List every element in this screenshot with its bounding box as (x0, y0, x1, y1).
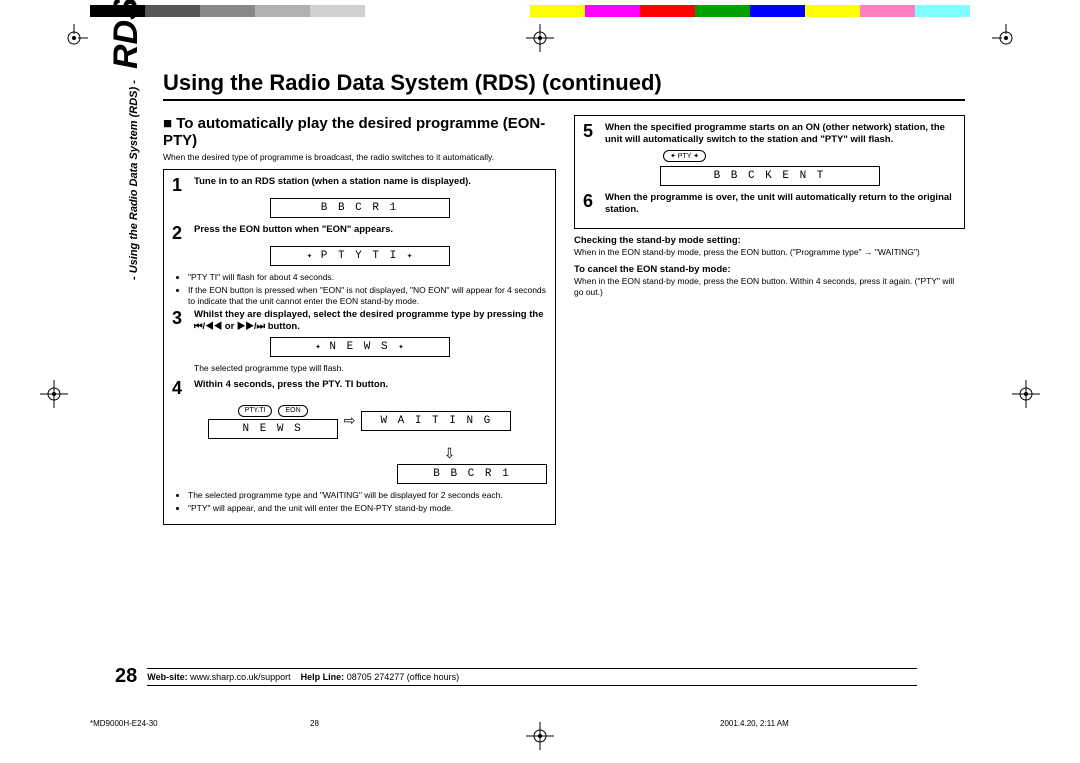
lcd-display: W A I T I N G (361, 411, 511, 431)
pty-button-icon: ✦ PTY ✦ (663, 150, 706, 162)
arrow-right-icon: ⇨ (344, 412, 356, 429)
sidebar-title: RDS Radio (107, 0, 145, 69)
step-text: When the specified programme starts on a… (605, 122, 956, 146)
page-number: 28 (115, 665, 137, 688)
lcd-display: B B C R 1 (270, 198, 450, 218)
print-meta-file: *MD9000H-E24-30 (90, 719, 158, 728)
button-icons: ✦ PTY ✦ (663, 150, 956, 162)
step-number: 1 (172, 176, 188, 194)
subheading: Checking the stand-by mode setting: (574, 235, 965, 246)
pty-ti-button-icon: PTY.TI (238, 405, 273, 417)
step-text: When the programme is over, the unit wil… (605, 192, 956, 216)
crop-mark-bc (526, 722, 554, 750)
lcd-display: B B C K E N T (660, 166, 880, 186)
step-number: 4 (172, 379, 188, 397)
intro-text: When the desired type of programme is br… (163, 152, 556, 163)
crop-mark-tc (526, 24, 554, 52)
steps-box: 1 Tune in to an RDS station (when a stati… (163, 169, 556, 525)
lcd-display: ✦ N E W S ✦ (270, 337, 450, 357)
flow-row: PTY.TI EON N E W S ⇨ W A I T I N G (172, 401, 547, 441)
paragraph: When in the EON stand-by mode, press the… (574, 276, 965, 298)
crop-mark-tl (60, 24, 88, 52)
step-number: 5 (583, 122, 599, 146)
eon-button-icon: EON (278, 405, 307, 417)
print-meta-page: 28 (310, 719, 319, 728)
print-meta-date: 2001.4.20, 2:11 AM (720, 719, 789, 728)
left-column: ■ To automatically play the desired prog… (163, 115, 556, 529)
subheading: To cancel the EON stand-by mode: (574, 264, 965, 275)
step-text: Whilst they are displayed, select the de… (194, 309, 547, 333)
steps-box-right: 5When the specified programme starts on … (574, 115, 965, 229)
crop-mark-tr (992, 24, 1020, 52)
lcd-display: B B C R 1 (397, 464, 547, 484)
color-calibration-bar (90, 5, 970, 17)
lcd-display: N E W S (208, 419, 338, 439)
page-content: - Using the Radio Data System (RDS) - RD… (115, 70, 965, 700)
step-number: 3 (172, 309, 188, 333)
sidebar-subtitle: - Using the Radio Data System (RDS) - (128, 80, 140, 280)
step-number: 6 (583, 192, 599, 216)
lcd-display: ✦ P T Y T I ✦ (270, 246, 450, 266)
crop-mark-ml (40, 380, 68, 408)
step-text: Within 4 seconds, press the PTY. TI butt… (194, 379, 388, 397)
step-note: The selected programme type will flash. (194, 363, 547, 373)
step-bullets: The selected programme type and "WAITING… (172, 490, 547, 514)
page-title: Using the Radio Data System (RDS) (conti… (163, 70, 965, 101)
paragraph: When in the EON stand-by mode, press the… (574, 247, 965, 258)
right-column: 5When the specified programme starts on … (574, 115, 965, 529)
step-text: Tune in to an RDS station (when a statio… (194, 176, 471, 194)
page-footer: 28 Web-site: www.sharp.co.uk/support Hel… (115, 665, 917, 688)
arrow-down-icon: ⇩ (352, 445, 547, 462)
step-bullets: "PTY TI" will flash for about 4 seconds.… (172, 272, 547, 307)
sidebar-tab: - Using the Radio Data System (RDS) - RD… (107, 0, 146, 280)
section-subtitle: ■ To automatically play the desired prog… (163, 115, 556, 149)
crop-mark-mr (1012, 380, 1040, 408)
button-icons: PTY.TI EON (208, 405, 338, 417)
step-number: 2 (172, 224, 188, 242)
footer-info: Web-site: www.sharp.co.uk/support Help L… (147, 668, 917, 686)
step-text: Press the EON button when "EON" appears. (194, 224, 393, 242)
